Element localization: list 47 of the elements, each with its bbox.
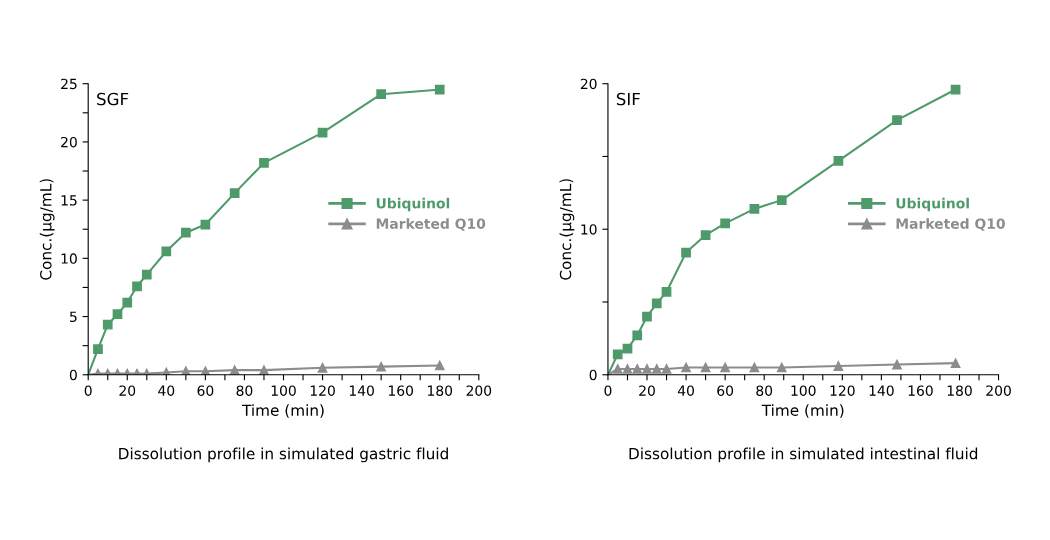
y-tick-label: 20 (580, 78, 597, 90)
x-tick-label: 160 (908, 385, 933, 396)
x-tick-label: 60 (717, 385, 734, 396)
y-axis-title: Conc.(µg/mL) (39, 179, 55, 280)
y-tick-label: 25 (61, 78, 77, 90)
x-tick-label: 40 (677, 385, 694, 396)
x-tick-label: 20 (119, 385, 136, 396)
legend-label: Ubiquinol (896, 197, 969, 212)
text: Dissolution profile in simulated gastric fluid (119, 447, 448, 463)
x-axis-title: Time (min) (761, 404, 844, 418)
x-tick-label: 180 (947, 385, 972, 396)
x-tick-label: 100 (271, 385, 296, 396)
x-tick-label: 140 (869, 385, 894, 396)
point (642, 364, 652, 374)
y-tick-label: 0 (589, 369, 597, 381)
x-tick-label: 100 (791, 385, 816, 396)
text: Dissolution profile in simulated intestinal fluid (629, 447, 978, 463)
point (317, 362, 328, 373)
point (622, 364, 633, 374)
x-tick-label: 60 (197, 385, 214, 396)
x-tick-label: 80 (756, 385, 773, 396)
x-tick-label: 0 (84, 385, 92, 396)
x-tick-label: 180 (428, 385, 453, 396)
x-tick-label: 120 (310, 385, 335, 396)
x-tick-label: 200 (466, 385, 492, 396)
annotation: SGF (97, 92, 129, 106)
y-axis-title: Conc.(µg/mL) (559, 179, 575, 280)
point (661, 364, 672, 374)
x-tick-label: 160 (388, 385, 414, 396)
legend-label: Marketed Q10 (896, 218, 1005, 231)
y-tick-label: 5 (70, 311, 77, 323)
legend-label: Marketed Q10 (376, 218, 486, 231)
x-tick-label: 80 (236, 385, 253, 396)
y-tick-label: 10 (61, 253, 77, 264)
x-axis-title: Time (min) (241, 404, 324, 418)
y-tick-label: 0 (69, 369, 77, 381)
x-tick-label: 140 (349, 385, 374, 396)
y-tick-label: 10 (581, 224, 597, 235)
y-tick-label: 20 (61, 136, 77, 148)
y-tick-label: 15 (61, 195, 77, 206)
x-tick-label: 200 (986, 385, 1011, 396)
x-tick-label: 20 (639, 385, 655, 396)
x-tick-label: 0 (604, 385, 612, 396)
annotation: SIF (616, 92, 640, 106)
legend-label: Ubiquinol (376, 197, 450, 212)
x-tick-label: 120 (830, 385, 855, 396)
x-tick-label: 40 (158, 385, 175, 396)
